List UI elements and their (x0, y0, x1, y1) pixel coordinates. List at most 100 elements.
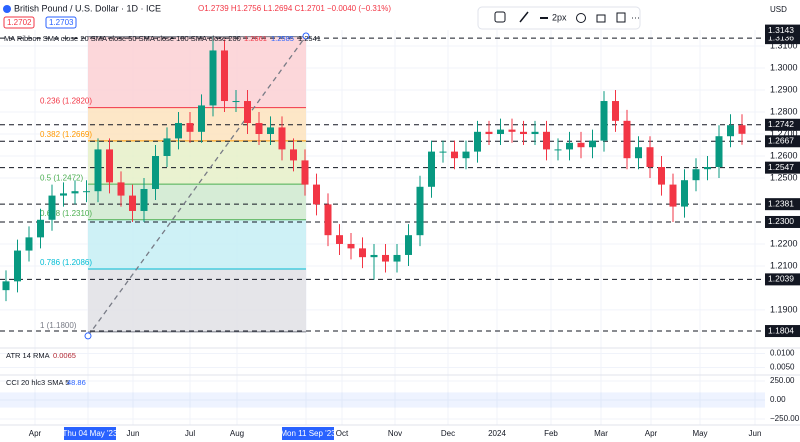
candle-body (681, 180, 688, 207)
x-tick-label: Apr (645, 429, 658, 438)
y-tick-label: 1.2600 (770, 150, 798, 160)
currency: USD (770, 5, 787, 14)
x-tick-label: Oct (336, 429, 349, 438)
tool-icon[interactable] (596, 14, 606, 23)
handle (302, 32, 310, 40)
indicator-value: 48.86 (67, 378, 86, 387)
candle-body (600, 101, 608, 141)
candle-body (658, 166, 665, 185)
candle-body (232, 101, 240, 103)
tool-icon[interactable] (616, 12, 626, 23)
candle-body (209, 50, 217, 106)
candle-body (474, 131, 481, 152)
y-tick-label: 1.3000 (770, 62, 798, 72)
candle-body (359, 248, 366, 258)
indicator-value: 1.2585 (271, 34, 294, 43)
tool-icon[interactable] (519, 11, 529, 23)
price-box (765, 215, 800, 228)
bid: 1.2702 (7, 18, 32, 27)
candle-body (324, 204, 332, 236)
candle-body (347, 243, 355, 249)
candle-body (244, 101, 251, 124)
fib-label: 1 (1.1800) (40, 321, 77, 330)
tool-icon[interactable]: ⋯ (631, 12, 640, 22)
candle-body (612, 101, 619, 121)
x-tick-label: May (692, 429, 707, 438)
candle-body (83, 191, 90, 193)
indicator-legend: MA Ribbon SMA close 20 SMA close 50 SMA … (4, 34, 241, 43)
fib-label: 0.382 (1.2669) (40, 130, 92, 139)
candle-body (290, 149, 297, 161)
tool-icon[interactable] (576, 13, 586, 23)
candle-body (439, 151, 447, 153)
x-tick-label: Apr (29, 429, 42, 438)
indicator-label: ATR 14 RMA (6, 351, 50, 360)
price-box (765, 24, 800, 37)
candle-body (336, 235, 343, 244)
y-tick-label: 1.2200 (770, 238, 798, 248)
candle-body (267, 127, 274, 135)
candle-body (129, 195, 136, 211)
y-tick-label: 1.1900 (770, 304, 798, 314)
candle-body (646, 147, 654, 167)
x-tick-label: Jun (749, 429, 762, 438)
candle-body (738, 125, 746, 134)
x-tick-label: 2024 (488, 429, 506, 438)
x-tick-label: Thu 04 May '23 (63, 429, 118, 438)
candle-body (186, 123, 194, 132)
price-box (765, 325, 800, 338)
cci-band (0, 392, 765, 408)
toolbar-box (477, 6, 641, 30)
candle-body (175, 123, 182, 139)
candle-body (428, 151, 435, 187)
candle-body (94, 149, 102, 192)
trend-line (87, 35, 307, 337)
candle-body (715, 136, 723, 167)
x-tick-label: Jun (127, 429, 140, 438)
price-box-label: 1.2547 (768, 162, 794, 172)
candle-body (462, 151, 470, 159)
candle-body (623, 120, 631, 159)
candle-body (393, 254, 401, 262)
candle-body (577, 142, 585, 148)
candle-body (163, 138, 171, 157)
candle-body (152, 156, 159, 189)
tool-icon[interactable] (494, 11, 506, 23)
candle-body (221, 50, 228, 102)
fib-zone (88, 36, 306, 108)
candle-body (520, 131, 527, 135)
price-box-label: 1.3143 (768, 25, 794, 35)
candle-body (416, 186, 424, 236)
indicator-value: 0.0065 (53, 351, 76, 360)
candle-body (60, 193, 67, 196)
indicator-label: CCI 20 hlc3 SMA 5 (6, 378, 69, 387)
y-tick-label: 1.2100 (770, 260, 798, 270)
candle-body (301, 160, 309, 185)
candle-body (278, 127, 286, 150)
candle-body (382, 254, 389, 262)
date-marker (282, 427, 334, 440)
price-box (765, 198, 800, 211)
x-tick-label: Mar (594, 429, 608, 438)
date-marker (64, 427, 116, 440)
bid-box (3, 16, 35, 29)
candle-body (37, 219, 44, 238)
price-box (765, 273, 800, 286)
candle-body (25, 237, 33, 251)
fib-zone (88, 269, 306, 332)
y-tick-label: 1.2500 (770, 172, 798, 182)
price-box-label: 1.2667 (768, 136, 794, 146)
x-tick-label: Dec (441, 429, 455, 438)
candle-body (106, 149, 113, 183)
candle-body (589, 140, 596, 148)
candle-body (140, 188, 148, 211)
candle-body (692, 169, 700, 181)
ask: 1.2703 (49, 18, 74, 27)
candle-body (704, 166, 711, 170)
indicator-value: 1.2541 (298, 34, 321, 43)
x-tick-label: Jul (185, 429, 195, 438)
x-tick-label: Nov (388, 429, 402, 438)
line-width[interactable]: 2px (552, 12, 567, 22)
toolbar: 2px ⋯ (477, 6, 641, 30)
candle-body (543, 131, 550, 150)
